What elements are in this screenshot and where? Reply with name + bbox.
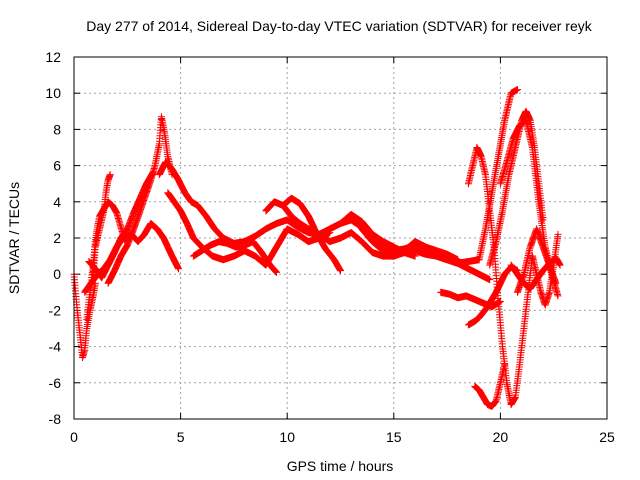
series-arc-11 [279, 194, 344, 275]
y-axis-label: SDTVAR / TECUs [6, 182, 22, 294]
series-arc-13 [358, 225, 462, 264]
y-tick-label: -8 [49, 411, 62, 427]
series-arc-3 [89, 171, 114, 278]
x-axis-label: GPS time / hours [287, 458, 394, 474]
data-point-markers [279, 194, 344, 275]
data-point-markers [475, 86, 521, 264]
y-tick-label: 0 [53, 266, 61, 282]
y-tick-label: 6 [53, 158, 61, 174]
data-point-markers [507, 254, 564, 293]
data-point-markers [85, 169, 157, 282]
series-arc-23 [507, 254, 564, 293]
plot-layer [70, 86, 564, 410]
data-point-markers [89, 171, 114, 278]
plot-frame [73, 56, 608, 420]
x-tick-label: 5 [177, 429, 185, 445]
x-tick-label: 25 [599, 429, 615, 445]
x-tick-label: 20 [493, 429, 509, 445]
y-tick-label: -4 [49, 339, 62, 355]
x-tick-label: 10 [279, 429, 295, 445]
series-arc-8 [164, 189, 334, 269]
y-tick-label: 4 [53, 194, 61, 210]
y-tick-label: 10 [45, 85, 61, 101]
y-tick-label: -6 [49, 375, 62, 391]
x-tick-label: 15 [386, 429, 402, 445]
series-arc-17 [471, 361, 509, 410]
data-point-markers [164, 189, 334, 269]
series-arc-6 [85, 169, 157, 282]
series-arc-1 [70, 270, 99, 361]
data-point-markers [189, 238, 280, 276]
data-point-markers [464, 144, 536, 408]
series-arc-18 [475, 86, 521, 264]
data-point-markers [471, 361, 509, 410]
y-tick-label: 8 [53, 121, 61, 137]
y-tick-label: 2 [53, 230, 61, 246]
data-point-markers [70, 270, 99, 361]
y-tick-label: -2 [49, 302, 62, 318]
series-arc-16 [464, 144, 536, 408]
data-point-markers [358, 225, 462, 264]
x-tick-label: 0 [70, 429, 78, 445]
y-tick-label: 12 [45, 49, 61, 65]
series-arc-9 [189, 238, 280, 276]
chart-title: Day 277 of 2014, Sidereal Day-to-day VTE… [86, 18, 592, 34]
